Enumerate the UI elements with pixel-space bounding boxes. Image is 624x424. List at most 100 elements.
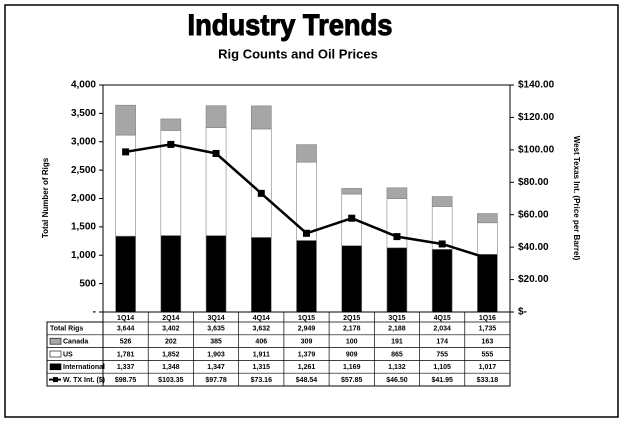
table-row-label: Total Rigs	[50, 326, 83, 333]
table-cell: 1,903	[207, 351, 225, 358]
table-cell: $98.75	[115, 377, 137, 384]
bar-segment	[115, 104, 136, 136]
x-tick-label: 1Q14	[117, 315, 134, 322]
table-cell: 1,911	[253, 351, 270, 358]
bar-segment	[115, 235, 136, 313]
table-row-label: US	[63, 351, 73, 358]
table-cell: 555	[482, 351, 494, 358]
y2-tick-label: $-	[518, 307, 527, 318]
x-tick-label: 2Q14	[162, 315, 179, 322]
table-cell: $33.18	[477, 377, 499, 384]
price-marker	[257, 189, 265, 197]
bar-segment	[205, 127, 227, 236]
table-cell: 2,949	[298, 326, 316, 333]
y2-tick-label: $60.00	[518, 209, 549, 220]
table-cell: 385	[210, 339, 222, 346]
table-row-label: Canada	[63, 339, 88, 346]
y2-tick-label: $120.00	[518, 112, 555, 123]
y-tick-label: 1,000	[71, 250, 96, 261]
y2-tick-label: $20.00	[518, 274, 549, 285]
bar-segment	[250, 105, 272, 130]
table-cell: 202	[165, 339, 177, 346]
price-marker	[303, 229, 310, 237]
bar-segment	[296, 144, 317, 163]
table-cell: 1,337	[117, 364, 135, 371]
bar-segment	[250, 128, 272, 238]
bar-segment	[386, 187, 408, 199]
bar-segment	[477, 222, 498, 255]
table-cell: 2,188	[388, 326, 406, 333]
table-cell: 174	[436, 339, 448, 346]
bar-segment	[431, 248, 453, 313]
table-cell: 1,348	[162, 364, 180, 371]
table-cell: 1,347	[207, 364, 225, 371]
table-cell: 1,169	[343, 364, 361, 371]
x-tick-label: 2Q15	[343, 315, 360, 322]
x-tick-label: 1Q15	[298, 315, 315, 322]
bar-segment	[205, 105, 227, 128]
table-cell: 406	[255, 339, 267, 346]
table-cell: 1,017	[479, 364, 497, 371]
table-cell: 1,132	[388, 364, 406, 371]
y2-tick-label: $40.00	[518, 242, 549, 253]
table-cell: $103.35	[158, 377, 183, 384]
table-cell: 3,635	[207, 326, 225, 333]
price-marker	[212, 149, 220, 157]
table-cell: 3,644	[117, 326, 135, 333]
bar-segment	[477, 213, 498, 224]
bar-segment	[386, 198, 408, 249]
chart-subtitle: Rig Counts and Oil Prices	[218, 46, 378, 61]
x-tick-label: 3Q14	[207, 315, 224, 322]
table-cell: $46.50	[386, 377, 408, 384]
table-cell: 1,315	[253, 364, 271, 371]
chart-title: Industry Trends	[188, 9, 393, 42]
price-marker	[483, 254, 491, 262]
table-cell: 1,735	[479, 326, 497, 333]
price-marker	[122, 148, 130, 156]
legend-marker	[53, 377, 58, 383]
bar-segment	[160, 118, 182, 131]
y-tick-label: 500	[79, 278, 96, 289]
table-cell: 3,402	[162, 326, 180, 333]
table-cell: 309	[301, 339, 313, 346]
table-cell: $57.85	[341, 377, 363, 384]
x-tick-label: 4Q15	[434, 315, 451, 322]
table-cell: 1,379	[298, 351, 316, 358]
table-cell: $48.54	[296, 377, 318, 384]
table-cell: $41.95	[431, 377, 453, 384]
table-cell: 3,632	[253, 326, 271, 333]
price-marker	[393, 233, 401, 241]
y-tick-label: 2,000	[71, 193, 96, 204]
table-cell: 1,781	[117, 351, 135, 358]
y-tick-label: 3,000	[71, 136, 96, 147]
y2-tick-label: $80.00	[518, 177, 549, 188]
y2-tick-label: $100.00	[518, 144, 555, 155]
price-marker	[348, 214, 356, 222]
bar-segment	[341, 245, 363, 313]
legend-swatch	[49, 363, 62, 371]
table-cell: 1,852	[162, 351, 180, 358]
table-cell: 2,178	[343, 326, 361, 333]
y-tick-label: 1,500	[71, 222, 96, 233]
bar-segment	[296, 240, 317, 313]
y-tick-label: -	[93, 307, 96, 318]
table-cell: 100	[346, 339, 358, 346]
x-tick-label: 4Q14	[253, 315, 270, 322]
table-cell: 1,105	[433, 364, 451, 371]
x-tick-label: 1Q16	[479, 315, 496, 322]
table-row-label: International	[63, 364, 105, 371]
table-cell: 755	[436, 351, 448, 358]
table-cell: $73.16	[251, 377, 273, 384]
table-cell: 909	[346, 351, 358, 358]
bar-segment	[250, 237, 272, 313]
y-tick-label: 2,500	[71, 165, 96, 176]
table-cell: 2,034	[433, 326, 451, 333]
table-cell: 865	[391, 351, 403, 358]
table-cell: 163	[482, 339, 494, 346]
legend-swatch	[49, 337, 62, 345]
table-cell: $97.78	[205, 377, 227, 384]
price-marker	[167, 140, 175, 148]
bar-segment	[477, 253, 498, 313]
table-cell: 526	[120, 339, 132, 346]
